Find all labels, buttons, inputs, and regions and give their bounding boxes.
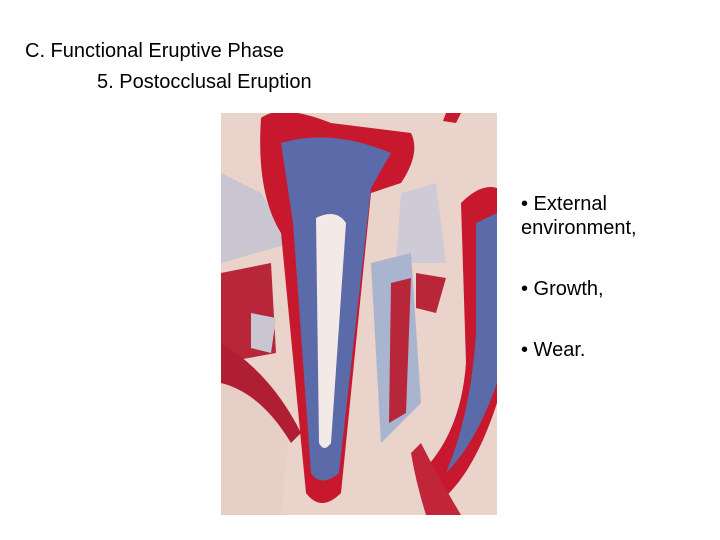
bullet-list: • External environment, • Growth, • Wear…	[521, 192, 671, 399]
histology-photo	[221, 113, 497, 515]
bullet: • Growth,	[521, 278, 604, 300]
bullet: • External environment,	[521, 193, 637, 239]
slide-title: C. Functional Eruptive Phase	[25, 40, 285, 62]
bullet: • Wear.	[521, 339, 586, 361]
slide-subtitle: 5. Postocclusal Eruption	[97, 71, 312, 93]
